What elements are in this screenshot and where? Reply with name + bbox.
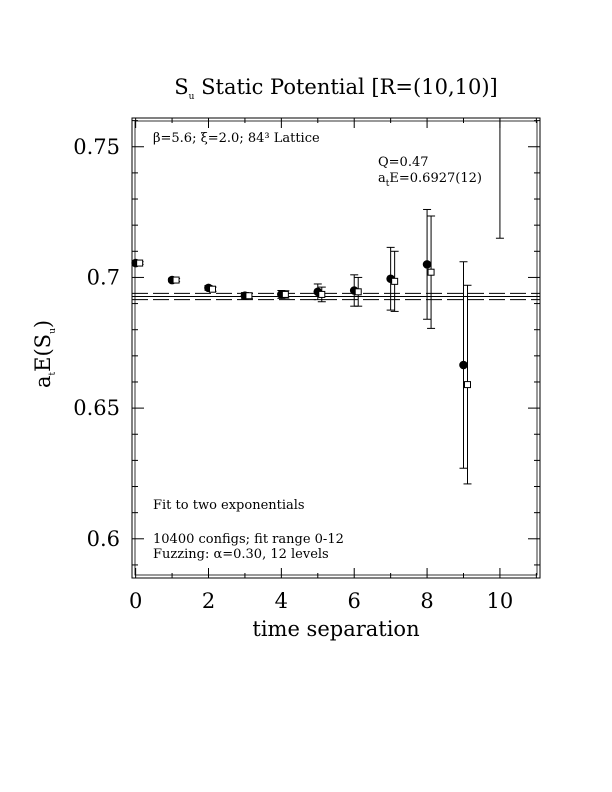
x-tick-label: 6 <box>348 589 361 613</box>
x-tick-label: 4 <box>275 589 288 613</box>
fuzzing-annotation: Fuzzing: α=0.30, 12 levels <box>153 547 329 562</box>
data-series <box>131 118 504 485</box>
x-tick-label: 10 <box>487 589 514 613</box>
data-point <box>422 260 432 269</box>
series-2 <box>135 215 472 485</box>
y-axis-title-sub-u: u <box>48 328 58 334</box>
y-axis-title-end: ) <box>31 320 55 328</box>
lattice-annotation: β=5.6; ξ=2.0; 84³ Lattice <box>153 131 320 146</box>
data-point <box>281 290 289 298</box>
x-tick-label: 2 <box>202 589 215 613</box>
y-axis-title-mid: E(S <box>31 334 55 372</box>
chart-title: Su Static Potential [R=(10,10)] <box>174 75 497 102</box>
chart-title-subscript: u <box>189 92 195 102</box>
y-tick-label: 0.7 <box>87 265 120 289</box>
data-point <box>209 285 216 293</box>
x-tick-label: 8 <box>420 589 433 613</box>
tick-labels: 0 2 4 6 8 10 0.6 0.65 0.7 0.75 <box>73 135 513 613</box>
energy-annotation: atE=0.6927(12) <box>378 171 482 189</box>
y-tick-label: 0.6 <box>87 527 120 551</box>
plot-frame-inner <box>134 120 538 576</box>
data-point <box>354 288 362 296</box>
data-point <box>459 360 468 370</box>
energy-annotation-rest: E=0.6927(12) <box>389 171 482 186</box>
y-axis-title: atE(Su) <box>31 320 58 388</box>
x-axis-title: time separation <box>252 617 419 641</box>
data-point <box>136 259 144 267</box>
q-annotation: Q=0.47 <box>378 155 429 170</box>
x-tick-label: 0 <box>129 589 142 613</box>
plot-frame <box>131 117 541 579</box>
y-tick-label: 0.75 <box>73 135 120 159</box>
data-point <box>427 268 435 276</box>
data-point <box>464 381 471 389</box>
y-axis-title-a: a <box>31 375 55 388</box>
chart-title-main: S <box>174 75 188 99</box>
data-point <box>391 277 399 285</box>
energy-annotation-sub: t <box>386 179 390 189</box>
energy-annotation-a: a <box>378 171 386 186</box>
fit-band <box>132 292 540 301</box>
data-point <box>318 290 326 298</box>
data-point <box>245 292 253 300</box>
fit-type-annotation: Fit to two exponentials <box>153 498 305 513</box>
configs-annotation: 10400 configs; fit range 0-12 <box>153 532 344 547</box>
y-axis-title-sub-t: t <box>48 371 58 375</box>
chart-title-rest: Static Potential [R=(10,10)] <box>194 75 497 99</box>
data-point <box>172 276 180 284</box>
y-tick-label: 0.65 <box>73 396 120 420</box>
